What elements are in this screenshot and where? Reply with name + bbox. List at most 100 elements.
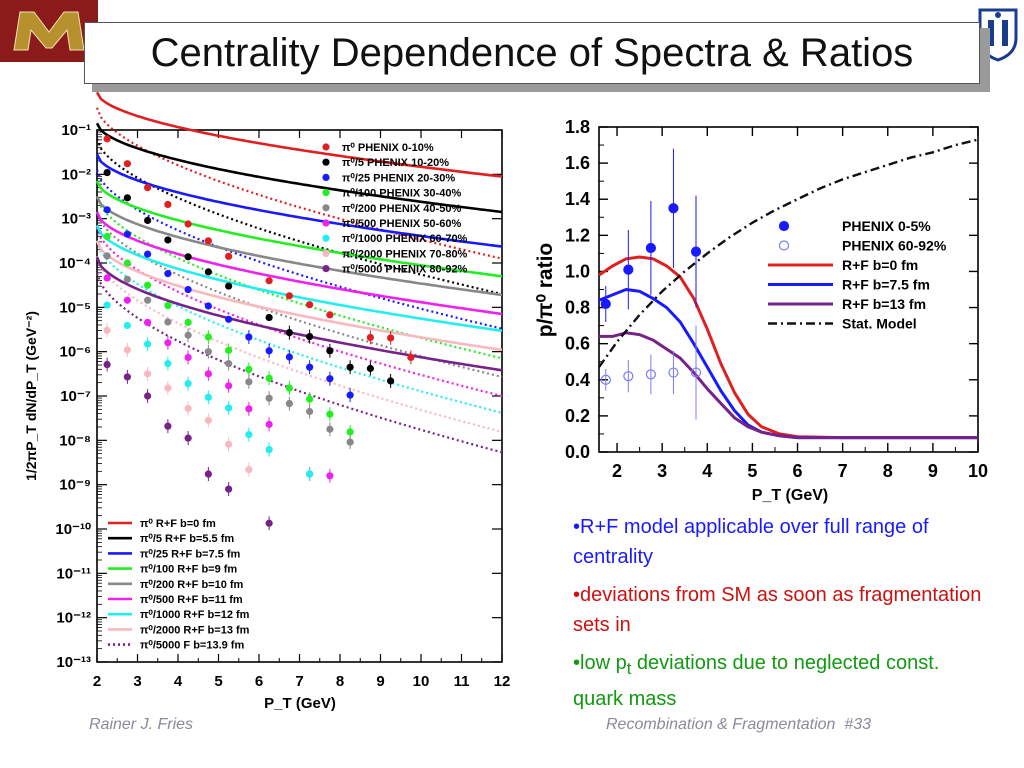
spectra-data-point	[164, 384, 172, 392]
spectra-data-point	[346, 428, 354, 436]
spectra-data-point	[184, 379, 192, 388]
spectra-data-point	[164, 301, 172, 310]
spectra-rf-curve	[95, 91, 503, 178]
spectra-data-point	[123, 194, 131, 202]
spectra-data-point	[184, 253, 192, 261]
spectra-x-tick-label: 6	[255, 673, 263, 690]
ratio-x-tick-label: 2	[612, 461, 622, 481]
ratio-chart: 2 3 4 5 6 7 8 9 10 0.0 0.2 0.4 0.6 0.8 1.0 1.2 1.4 1.6 1.8…	[534, 117, 988, 504]
spectra-data-point	[306, 470, 314, 478]
spectra-data-point	[123, 230, 131, 238]
spectra-data-point	[184, 434, 192, 442]
spectra-chart: 2 3 4 5 6 7 8 9 10 11 12 10⁻¹ 10⁻² 10⁻³ 10⁻⁴ 10⁻⁵ 10⁻⁶ 10…	[23, 91, 511, 712]
spectra-data-point	[184, 331, 192, 339]
spectra-legend-label: π⁰/5000 F b=13.9 fm	[140, 640, 244, 652]
ratio-x-tick-label: 3	[657, 461, 667, 481]
spectra-data-point	[407, 353, 415, 362]
spectra-data-point	[326, 410, 334, 418]
spectra-data-point	[103, 274, 111, 282]
ratio-central-point	[600, 298, 611, 310]
spectra-data-point	[164, 200, 172, 209]
spectra-legend-marker	[322, 234, 330, 242]
spectra-y-tick-label: 10⁻⁵	[59, 299, 91, 316]
spectra-x-tick-label: 9	[376, 673, 384, 690]
ratio-legend-marker	[778, 220, 790, 232]
ratio-y-tick-label: 1.8	[565, 117, 590, 137]
spectra-data-point	[103, 301, 111, 309]
spectra-data-point	[265, 519, 273, 527]
spectra-x-tick-label: 2	[93, 673, 101, 690]
ratio-peripheral-point	[645, 369, 656, 380]
spectra-data-point	[265, 394, 273, 402]
spectra-data-point	[123, 296, 131, 304]
ratio-x-tick-label: 6	[793, 461, 803, 481]
bullet-subscript: t	[626, 659, 632, 678]
spectra-data-point	[346, 391, 354, 399]
ratio-plot-frame	[598, 126, 979, 453]
spectra-legend-label: π⁰ R+F b=0 fm	[140, 518, 216, 530]
spectra-data-point	[306, 395, 314, 403]
spectra-x-tick-label: 12	[494, 673, 511, 690]
ratio-legend-label: R+F b=0 fm	[842, 257, 918, 273]
bullet-marker: •	[573, 584, 581, 606]
spectra-data-point	[204, 370, 212, 378]
spectra-data-point	[144, 216, 152, 225]
ratio-legend-label: PHENIX 0-5%	[842, 218, 931, 234]
spectra-data-point	[204, 268, 212, 276]
spectra-data-point	[326, 311, 334, 319]
spectra-data-point	[326, 425, 334, 433]
spectra-data-point	[245, 365, 253, 373]
spectra-legend-label: π⁰/2000 PHENIX 70-80%	[342, 248, 468, 260]
spectra-y-tick-label: 10⁻⁹	[59, 477, 91, 494]
spectra-data-point	[225, 252, 233, 260]
spectra-data-point	[306, 301, 314, 309]
ratio-central-point	[623, 264, 634, 275]
ratio-x-tick-label: 10	[968, 461, 988, 481]
bullet-rf-model: •R+F model applicable over full range of…	[573, 512, 993, 572]
spectra-data-point	[204, 416, 212, 424]
spectra-data-point	[285, 399, 293, 408]
ratio-central-point	[645, 242, 656, 254]
spectra-data-point	[245, 430, 253, 439]
footer-author: Rainer J. Fries	[89, 716, 194, 733]
spectra-data-point	[144, 184, 152, 192]
spectra-legend-marker	[322, 249, 330, 257]
ratio-x-axis-label: P_T (GeV)	[752, 487, 828, 504]
spectra-data-point	[164, 422, 172, 430]
spectra-legend-marker	[322, 158, 330, 166]
spectra-x-tick-label: 8	[336, 673, 344, 690]
ratio-y-tick-label: 1.6	[565, 153, 590, 173]
ratio-x-tick-label: 7	[838, 461, 848, 481]
bullet-marker: •	[573, 652, 581, 674]
spectra-data-point	[326, 347, 334, 355]
university-logo-left	[0, 0, 98, 62]
spectra-data-point	[184, 353, 192, 362]
spectra-data-point	[103, 168, 111, 177]
ratio-y-tick-label: 0.6	[565, 334, 590, 354]
ratio-legend-label: PHENIX 60-92%	[842, 238, 947, 254]
spectra-fragmentation-curve	[95, 227, 503, 398]
ratio-legend-label: R+F b=7.5 fm	[842, 277, 930, 293]
spectra-legend-label: π⁰/25 R+F b=7.5 fm	[140, 548, 240, 560]
spectra-data-point	[123, 346, 131, 354]
spectra-legend-label: π⁰/500 PHENIX 50-60%	[342, 218, 461, 230]
spectra-data-point	[346, 438, 354, 446]
spectra-legend-label: π⁰/1000 PHENIX 60-70%	[342, 233, 468, 245]
spectra-data-point	[306, 363, 314, 371]
spectra-legend-marker	[322, 204, 330, 212]
ratio-y-tick-label: 1.4	[565, 189, 590, 209]
ratio-x-tick-label: 4	[702, 461, 712, 481]
spectra-data-point	[123, 259, 131, 267]
spectra-data-point	[204, 237, 212, 245]
spectra-data-point	[265, 420, 273, 428]
spectra-data-point	[144, 370, 152, 378]
spectra-data-point	[164, 270, 172, 278]
spectra-data-point	[306, 332, 314, 341]
bullet-text: R+F model applicable over full range of …	[573, 516, 929, 568]
spectra-data-point	[265, 313, 273, 322]
spectra-y-tick-label: 10⁻¹⁰	[55, 521, 91, 538]
ratio-y-tick-label: 0.4	[565, 370, 590, 390]
spectra-legend-marker	[322, 265, 330, 273]
spectra-data-point	[184, 404, 192, 413]
ratio-y-tick-label: 0.8	[565, 298, 590, 318]
